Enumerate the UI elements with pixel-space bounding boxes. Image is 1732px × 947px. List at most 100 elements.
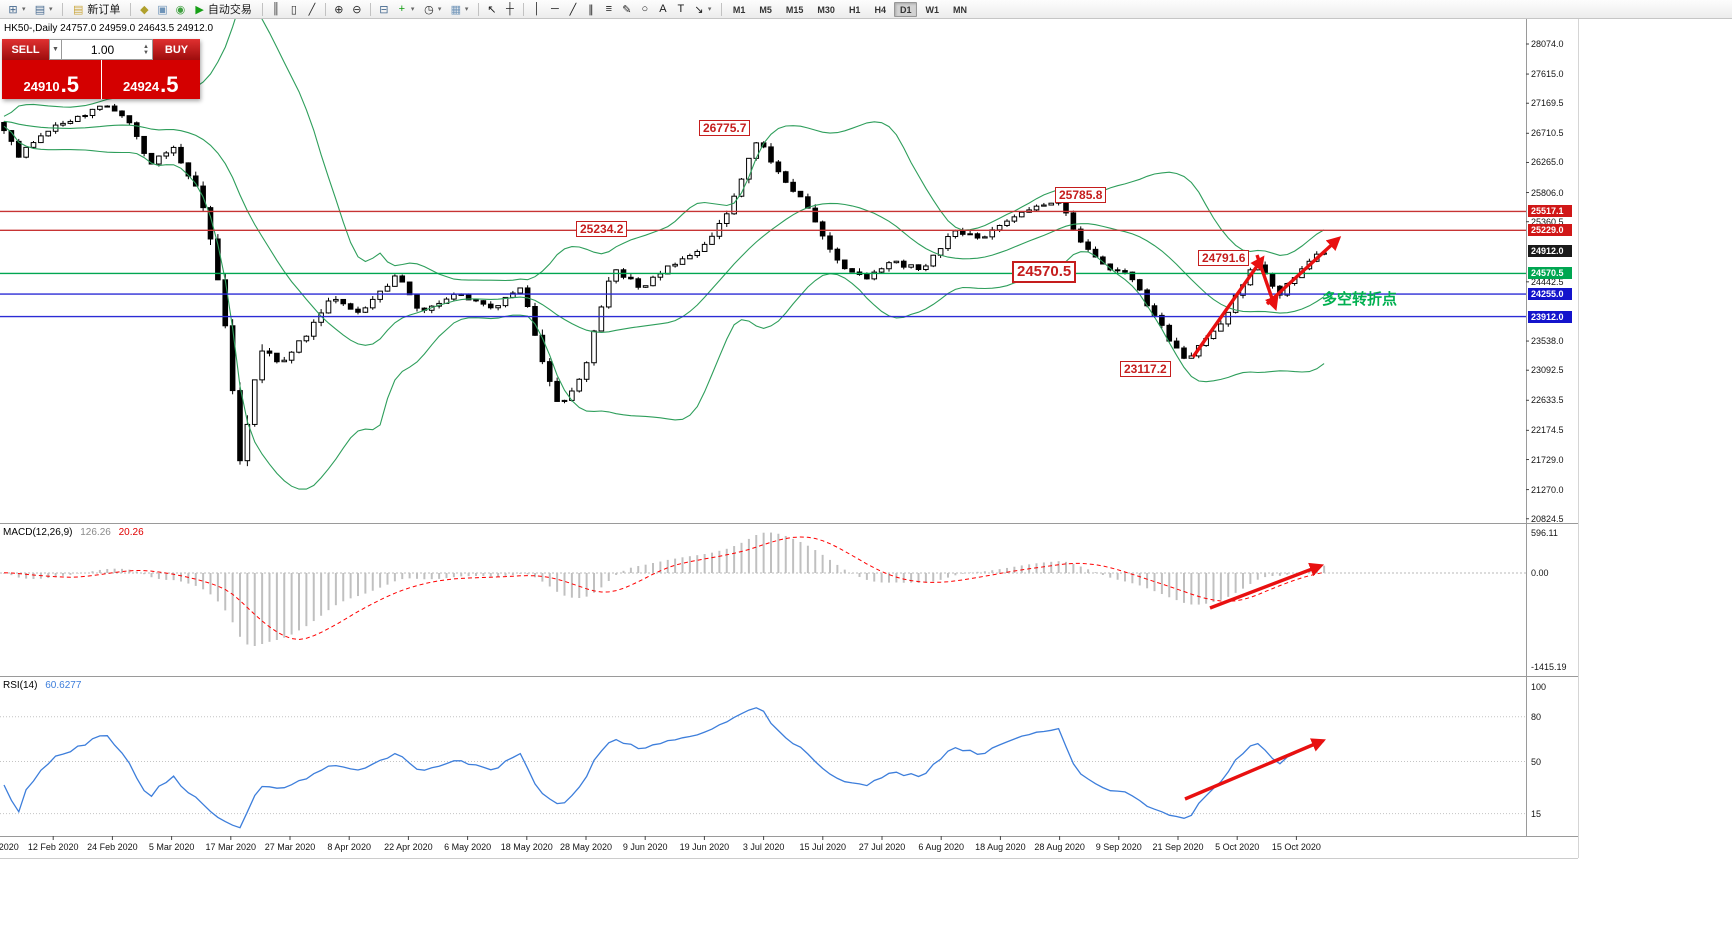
date-label: 15 Oct 2020: [1271, 842, 1321, 852]
toolbar-separator: [261, 2, 263, 16]
timeframe-m15[interactable]: M15: [785, 4, 804, 15]
date-label: 19 Jun 2020: [679, 842, 730, 852]
arrows-tool-icon[interactable]: ↘: [694, 3, 704, 16]
chart-title: HK50-,Daily 24757.0 24959.0 24643.5 2491…: [4, 23, 214, 34]
spinner-up-icon[interactable]: ▲: [143, 43, 149, 50]
new-order-icon: ▤: [73, 3, 84, 16]
panel-frames: [0, 19, 1579, 859]
bar-chart-icon[interactable]: ║: [271, 3, 280, 15]
sell-price-button[interactable]: 24910 .5: [2, 60, 101, 99]
chart-profiles-icon[interactable]: ▤: [34, 3, 46, 16]
autotrading-button[interactable]: ▶ 自动交易: [189, 1, 257, 18]
timeframe-h1[interactable]: H1: [848, 4, 861, 15]
buy-button[interactable]: BUY: [153, 39, 200, 60]
date-label: 15 Jul 2020: [799, 842, 847, 852]
date-label: 12 Feb 2020: [27, 842, 79, 852]
timeframe-h4[interactable]: H4: [874, 4, 886, 15]
price-axis-label: 25806.0: [1531, 187, 1564, 198]
macd-main-value: 126.26: [80, 527, 111, 538]
text-label-icon[interactable]: T: [677, 3, 685, 15]
trend-arrow[interactable]: [1191, 255, 1265, 358]
trend-arrow[interactable]: [1209, 562, 1325, 610]
buy-price-button[interactable]: 24924 .5: [100, 60, 201, 99]
date-label: 6 Aug 2020: [918, 842, 964, 852]
dropdown-caret-icon[interactable]: ▾: [464, 6, 469, 13]
tile-windows-icon[interactable]: ⊟: [379, 3, 389, 16]
candlestick-chart-icon[interactable]: ▯: [290, 3, 297, 16]
templates-icon[interactable]: ▦: [450, 3, 462, 16]
dropdown-caret-icon[interactable]: ▾: [707, 6, 712, 13]
indicators-icon[interactable]: +: [398, 3, 406, 15]
ellipse-icon[interactable]: ○: [641, 3, 649, 15]
toolbar-separator: [720, 2, 722, 16]
macd-axis-label: 596.11: [1531, 528, 1558, 538]
expert-advisors-icon[interactable]: ◉: [175, 3, 186, 16]
timeframe-m1[interactable]: M1: [732, 4, 746, 15]
macd-panel: [0, 532, 1526, 646]
periods-icon[interactable]: ◷: [424, 3, 434, 16]
buy-price-frac: .5: [160, 72, 179, 97]
date-label: 27 Mar 2020: [264, 842, 316, 852]
equidistant-channel-icon[interactable]: ∥: [588, 3, 594, 16]
timeframe-d1[interactable]: D1: [893, 1, 918, 17]
date-label: 3 Jul 2020: [742, 842, 785, 852]
fibonacci-icon[interactable]: ≡: [605, 3, 613, 15]
trend-arrows: [1184, 236, 1342, 801]
text-icon[interactable]: A: [659, 3, 667, 15]
timeframe-m30[interactable]: M30: [817, 4, 835, 15]
new-chart-icon[interactable]: ⊞: [8, 3, 18, 16]
zoom-out-icon[interactable]: ⊖: [352, 3, 362, 16]
timeframe-mn[interactable]: MN: [952, 4, 967, 15]
zoom-in-icon[interactable]: ⊕: [334, 3, 344, 16]
print-icon[interactable]: ▣: [157, 3, 168, 16]
toolbar-separator: [477, 2, 479, 16]
date-label: 28 May 2020: [559, 842, 613, 852]
price-axis-label: 26710.5: [1531, 128, 1564, 139]
vertical-line-icon[interactable]: │: [533, 3, 541, 15]
sell-button[interactable]: SELL: [2, 39, 49, 60]
price-axis-badge: 25517.1: [1528, 205, 1572, 218]
collapse-panel-icon[interactable]: ▼: [49, 39, 62, 60]
crosshair-icon[interactable]: ┼: [505, 3, 514, 15]
timeframe-w1[interactable]: W1: [925, 4, 939, 15]
rsi-panel: [0, 707, 1526, 829]
macd-signal-line: [3, 536, 1325, 641]
price-axis-badge: 24255.0: [1528, 288, 1572, 301]
date-label: 27 Jul 2020: [858, 842, 906, 852]
autotrading-play-icon: ▶: [195, 3, 204, 16]
line-chart-icon[interactable]: ╱: [308, 3, 316, 16]
dropdown-caret-icon[interactable]: ▾: [410, 6, 415, 13]
date-label: 9 Jun 2020: [622, 842, 668, 852]
timeframe-m5[interactable]: M5: [759, 4, 772, 15]
volume-input[interactable]: 1.00 ▲ ▼: [62, 39, 153, 60]
new-order-button[interactable]: ▤ 新订单: [67, 1, 126, 18]
dropdown-caret-icon[interactable]: ▾: [437, 6, 442, 13]
draw-icon[interactable]: ✎: [622, 3, 632, 16]
trend-arrow[interactable]: [1184, 738, 1326, 801]
date-label: 28 Aug 2020: [1034, 842, 1085, 852]
macd-signal-value: 20.26: [118, 527, 144, 538]
spinner-down-icon[interactable]: ▼: [143, 49, 149, 56]
date-label: 17 Mar 2020: [205, 842, 257, 852]
trend-arrow[interactable]: [1265, 236, 1342, 306]
price-axis-label: 20824.5: [1531, 513, 1564, 524]
rsi-indicator-label: RSI(14) 60.6277: [3, 680, 81, 691]
price-axis-label: 27615.0: [1531, 69, 1564, 80]
price-axis-label: 21729.0: [1531, 454, 1564, 465]
date-label: 18 May 2020: [500, 842, 553, 852]
bollinger-band-line: [3, 125, 1325, 490]
dropdown-caret-icon[interactable]: ▾: [49, 6, 53, 13]
date-label: 31 Jan 2020: [0, 842, 19, 852]
macd-axis-label: 0.00: [1531, 568, 1549, 578]
price-axis-label: 22174.5: [1531, 425, 1564, 436]
metaeditor-icon[interactable]: ◆: [140, 3, 149, 16]
cursor-icon[interactable]: ↖: [487, 3, 497, 16]
toolbar-separator: [324, 2, 326, 16]
dropdown-caret-icon[interactable]: ▾: [22, 6, 26, 13]
volume-spinner[interactable]: ▲ ▼: [143, 44, 152, 56]
price-axis-badge: 24570.5: [1528, 267, 1572, 280]
horizontal-line-icon[interactable]: ─: [550, 3, 559, 15]
trendline-icon[interactable]: ╱: [569, 3, 577, 16]
